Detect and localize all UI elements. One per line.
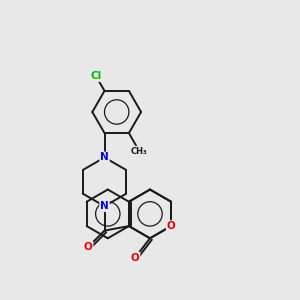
Text: O: O [84,242,92,252]
Text: N: N [100,152,109,163]
Text: N: N [100,201,109,211]
Text: O: O [167,221,176,231]
Text: O: O [131,253,140,262]
Text: Cl: Cl [90,71,102,81]
Text: CH₃: CH₃ [131,146,148,155]
